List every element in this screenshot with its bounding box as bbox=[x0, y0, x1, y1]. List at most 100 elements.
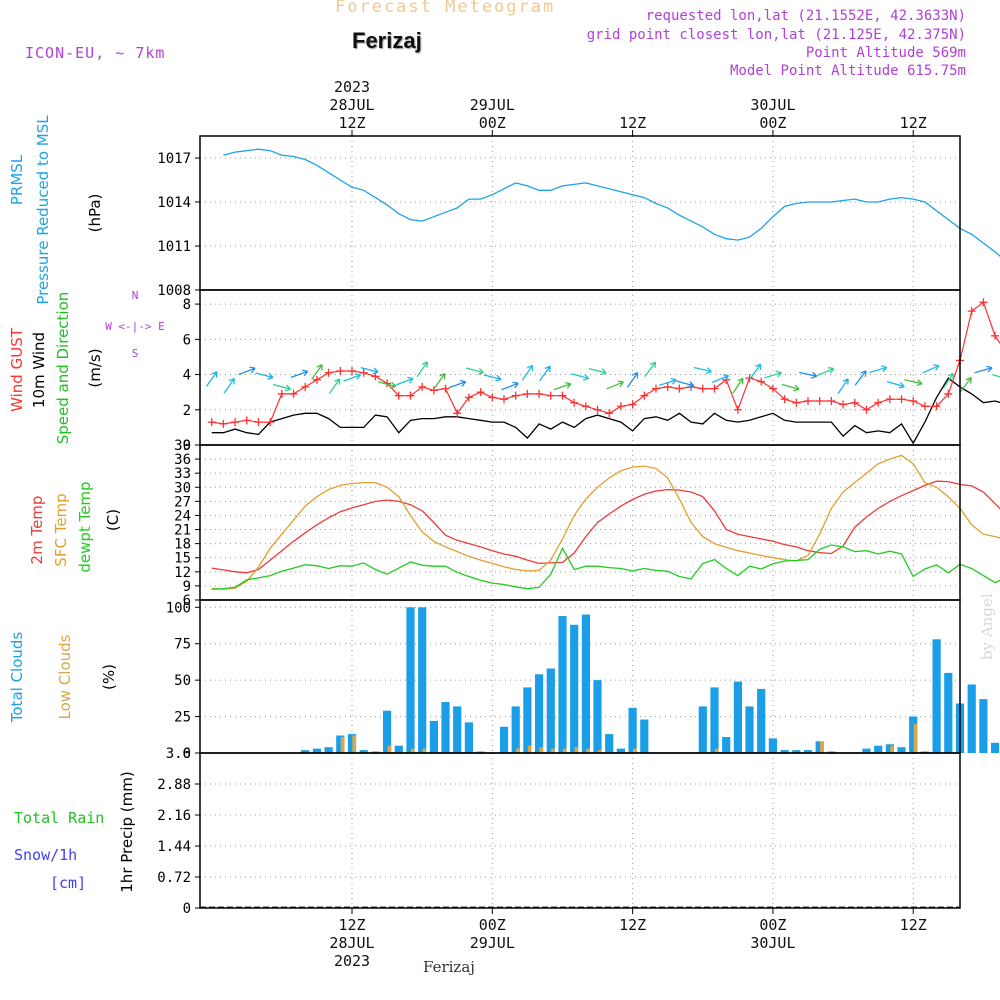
total-cloud-bar bbox=[862, 748, 871, 753]
total-cloud-bar bbox=[593, 680, 602, 753]
wind-gust-marker bbox=[839, 400, 848, 409]
total-cloud-bar bbox=[558, 616, 567, 753]
total-cloud-bar bbox=[453, 706, 462, 753]
low-cloud-bar bbox=[597, 750, 602, 753]
pressure-unit: (hPa) bbox=[86, 194, 104, 233]
temperature-ytick-label: 15 bbox=[174, 551, 191, 567]
wind-direction-arrow bbox=[764, 370, 782, 379]
low-cloud-bar bbox=[352, 735, 357, 753]
wind-direction-arrow bbox=[328, 378, 341, 394]
total-rain-label: Total Rain bbox=[14, 809, 104, 827]
wind-unit: (m/s) bbox=[86, 348, 104, 387]
temperature-ytick-label: 12 bbox=[174, 565, 191, 581]
low-cloud-bar bbox=[527, 745, 532, 753]
bottom-time-label: 12Z bbox=[900, 916, 927, 934]
wind-direction-arrow bbox=[732, 377, 744, 394]
low-clouds-label: Low Clouds bbox=[56, 634, 74, 719]
wind-direction-arrow bbox=[553, 382, 572, 391]
wind-gust-marker bbox=[979, 298, 988, 307]
wind-ytick-label: 6 bbox=[183, 332, 191, 348]
total-cloud-bar bbox=[909, 716, 918, 753]
wind-direction-arrow bbox=[626, 371, 639, 388]
total-cloud-bar bbox=[499, 726, 509, 753]
precip-ytick-label: 3.6 bbox=[166, 746, 191, 762]
wind-direction-arrow bbox=[238, 366, 256, 376]
total-cloud-bar bbox=[897, 747, 906, 753]
wind-direction-arrow bbox=[521, 364, 534, 381]
wind-gust-marker bbox=[231, 418, 240, 427]
wind-gust-marker bbox=[523, 389, 532, 398]
wind-direction-arrow bbox=[501, 381, 519, 391]
wind-gust-marker bbox=[581, 402, 590, 411]
wind-gust-marker bbox=[511, 391, 520, 400]
wind-gust-marker bbox=[324, 368, 333, 377]
precip-ytick-label: 1.44 bbox=[157, 839, 191, 855]
wind-gust-marker bbox=[804, 396, 812, 405]
wind-gust-marker bbox=[944, 389, 953, 398]
temperature-ytick-label: 39 bbox=[174, 438, 191, 454]
temp-dewpt-label: dewpt Temp bbox=[76, 481, 94, 572]
temperature-ytick-label: 18 bbox=[174, 537, 191, 553]
bottom-time-label: 30JUL bbox=[750, 934, 795, 952]
total-cloud-bar bbox=[312, 748, 321, 753]
temperature-ytick-label: 9 bbox=[183, 579, 191, 595]
wind-gust-marker bbox=[628, 400, 637, 409]
precip-ytick-label: 2.88 bbox=[157, 777, 191, 793]
wind-gust-marker bbox=[909, 396, 918, 405]
top-time-label: 12Z bbox=[338, 114, 365, 132]
wind-gust-marker bbox=[850, 398, 859, 407]
wind-ytick-label: 0 bbox=[183, 438, 191, 454]
total-cloud-bar bbox=[301, 750, 310, 753]
wind-gust-marker bbox=[500, 395, 508, 404]
clouds-ytick-label: 100 bbox=[166, 600, 191, 616]
bottom-time-label: 12Z bbox=[338, 916, 365, 934]
wind-gust-marker bbox=[453, 409, 462, 418]
wind-direction-arrow bbox=[395, 376, 414, 386]
wind-gust-marker bbox=[488, 393, 497, 402]
total-cloud-bar bbox=[383, 710, 392, 753]
pressure-label-long: Pressure Reduced to MSL bbox=[34, 115, 52, 305]
wind-gust-marker bbox=[546, 391, 555, 400]
top-time-label: 00Z bbox=[479, 114, 506, 132]
temperature-frame bbox=[199, 444, 961, 601]
top-time-label: 30JUL bbox=[750, 96, 795, 114]
top-time-label: 00Z bbox=[759, 114, 786, 132]
wind-gust-marker bbox=[476, 388, 485, 397]
compass-south: S bbox=[132, 347, 139, 360]
pressure-ytick-label: 1011 bbox=[157, 239, 191, 255]
low-cloud-bar bbox=[574, 747, 579, 753]
wind-direction-arrow bbox=[904, 379, 923, 387]
total-cloud-bar bbox=[570, 624, 579, 753]
clouds-unit: (%) bbox=[100, 664, 118, 690]
total-cloud-bar bbox=[616, 748, 625, 753]
wind-ytick-label: 2 bbox=[183, 403, 191, 419]
wind-gust-marker bbox=[710, 384, 719, 393]
model-label: ICON-EU, ~ 7km bbox=[25, 44, 166, 62]
wind-direction-arrow bbox=[922, 364, 940, 374]
wind-gust-label: Wind GUST bbox=[8, 327, 26, 412]
total-cloud-bar bbox=[932, 639, 941, 753]
clouds-ytick-label: 25 bbox=[174, 710, 191, 726]
wind-gust-marker bbox=[570, 398, 579, 407]
bottom-time-label: 28JUL bbox=[329, 934, 374, 952]
wind-direction-arrow bbox=[343, 373, 361, 382]
low-cloud-bar bbox=[586, 748, 590, 753]
top-time-label: 12Z bbox=[619, 114, 646, 132]
wind-gust-marker bbox=[932, 402, 941, 411]
wind-gust-marker bbox=[219, 419, 228, 428]
temp-dewpt-line bbox=[211, 544, 1000, 590]
total-cloud-bar bbox=[546, 668, 555, 753]
low-cloud-bar bbox=[714, 748, 719, 753]
total-cloud-bar bbox=[605, 734, 614, 753]
wind-direction-arrow bbox=[272, 383, 292, 392]
wind-direction-label: Speed and Direction bbox=[54, 292, 72, 445]
wind-direction-arrow bbox=[290, 369, 309, 379]
wind-gust-marker bbox=[967, 307, 976, 316]
wind-gust-marker bbox=[464, 393, 473, 402]
wind-gust-marker bbox=[675, 384, 684, 393]
wind-direction-arrow bbox=[837, 378, 849, 395]
wind-gust-line bbox=[211, 301, 1000, 425]
bottom-time-label: 29JUL bbox=[470, 934, 515, 952]
top-time-label: 2023 bbox=[334, 78, 370, 96]
precip-axis-label: 1hr Precip (mm) bbox=[118, 771, 136, 892]
